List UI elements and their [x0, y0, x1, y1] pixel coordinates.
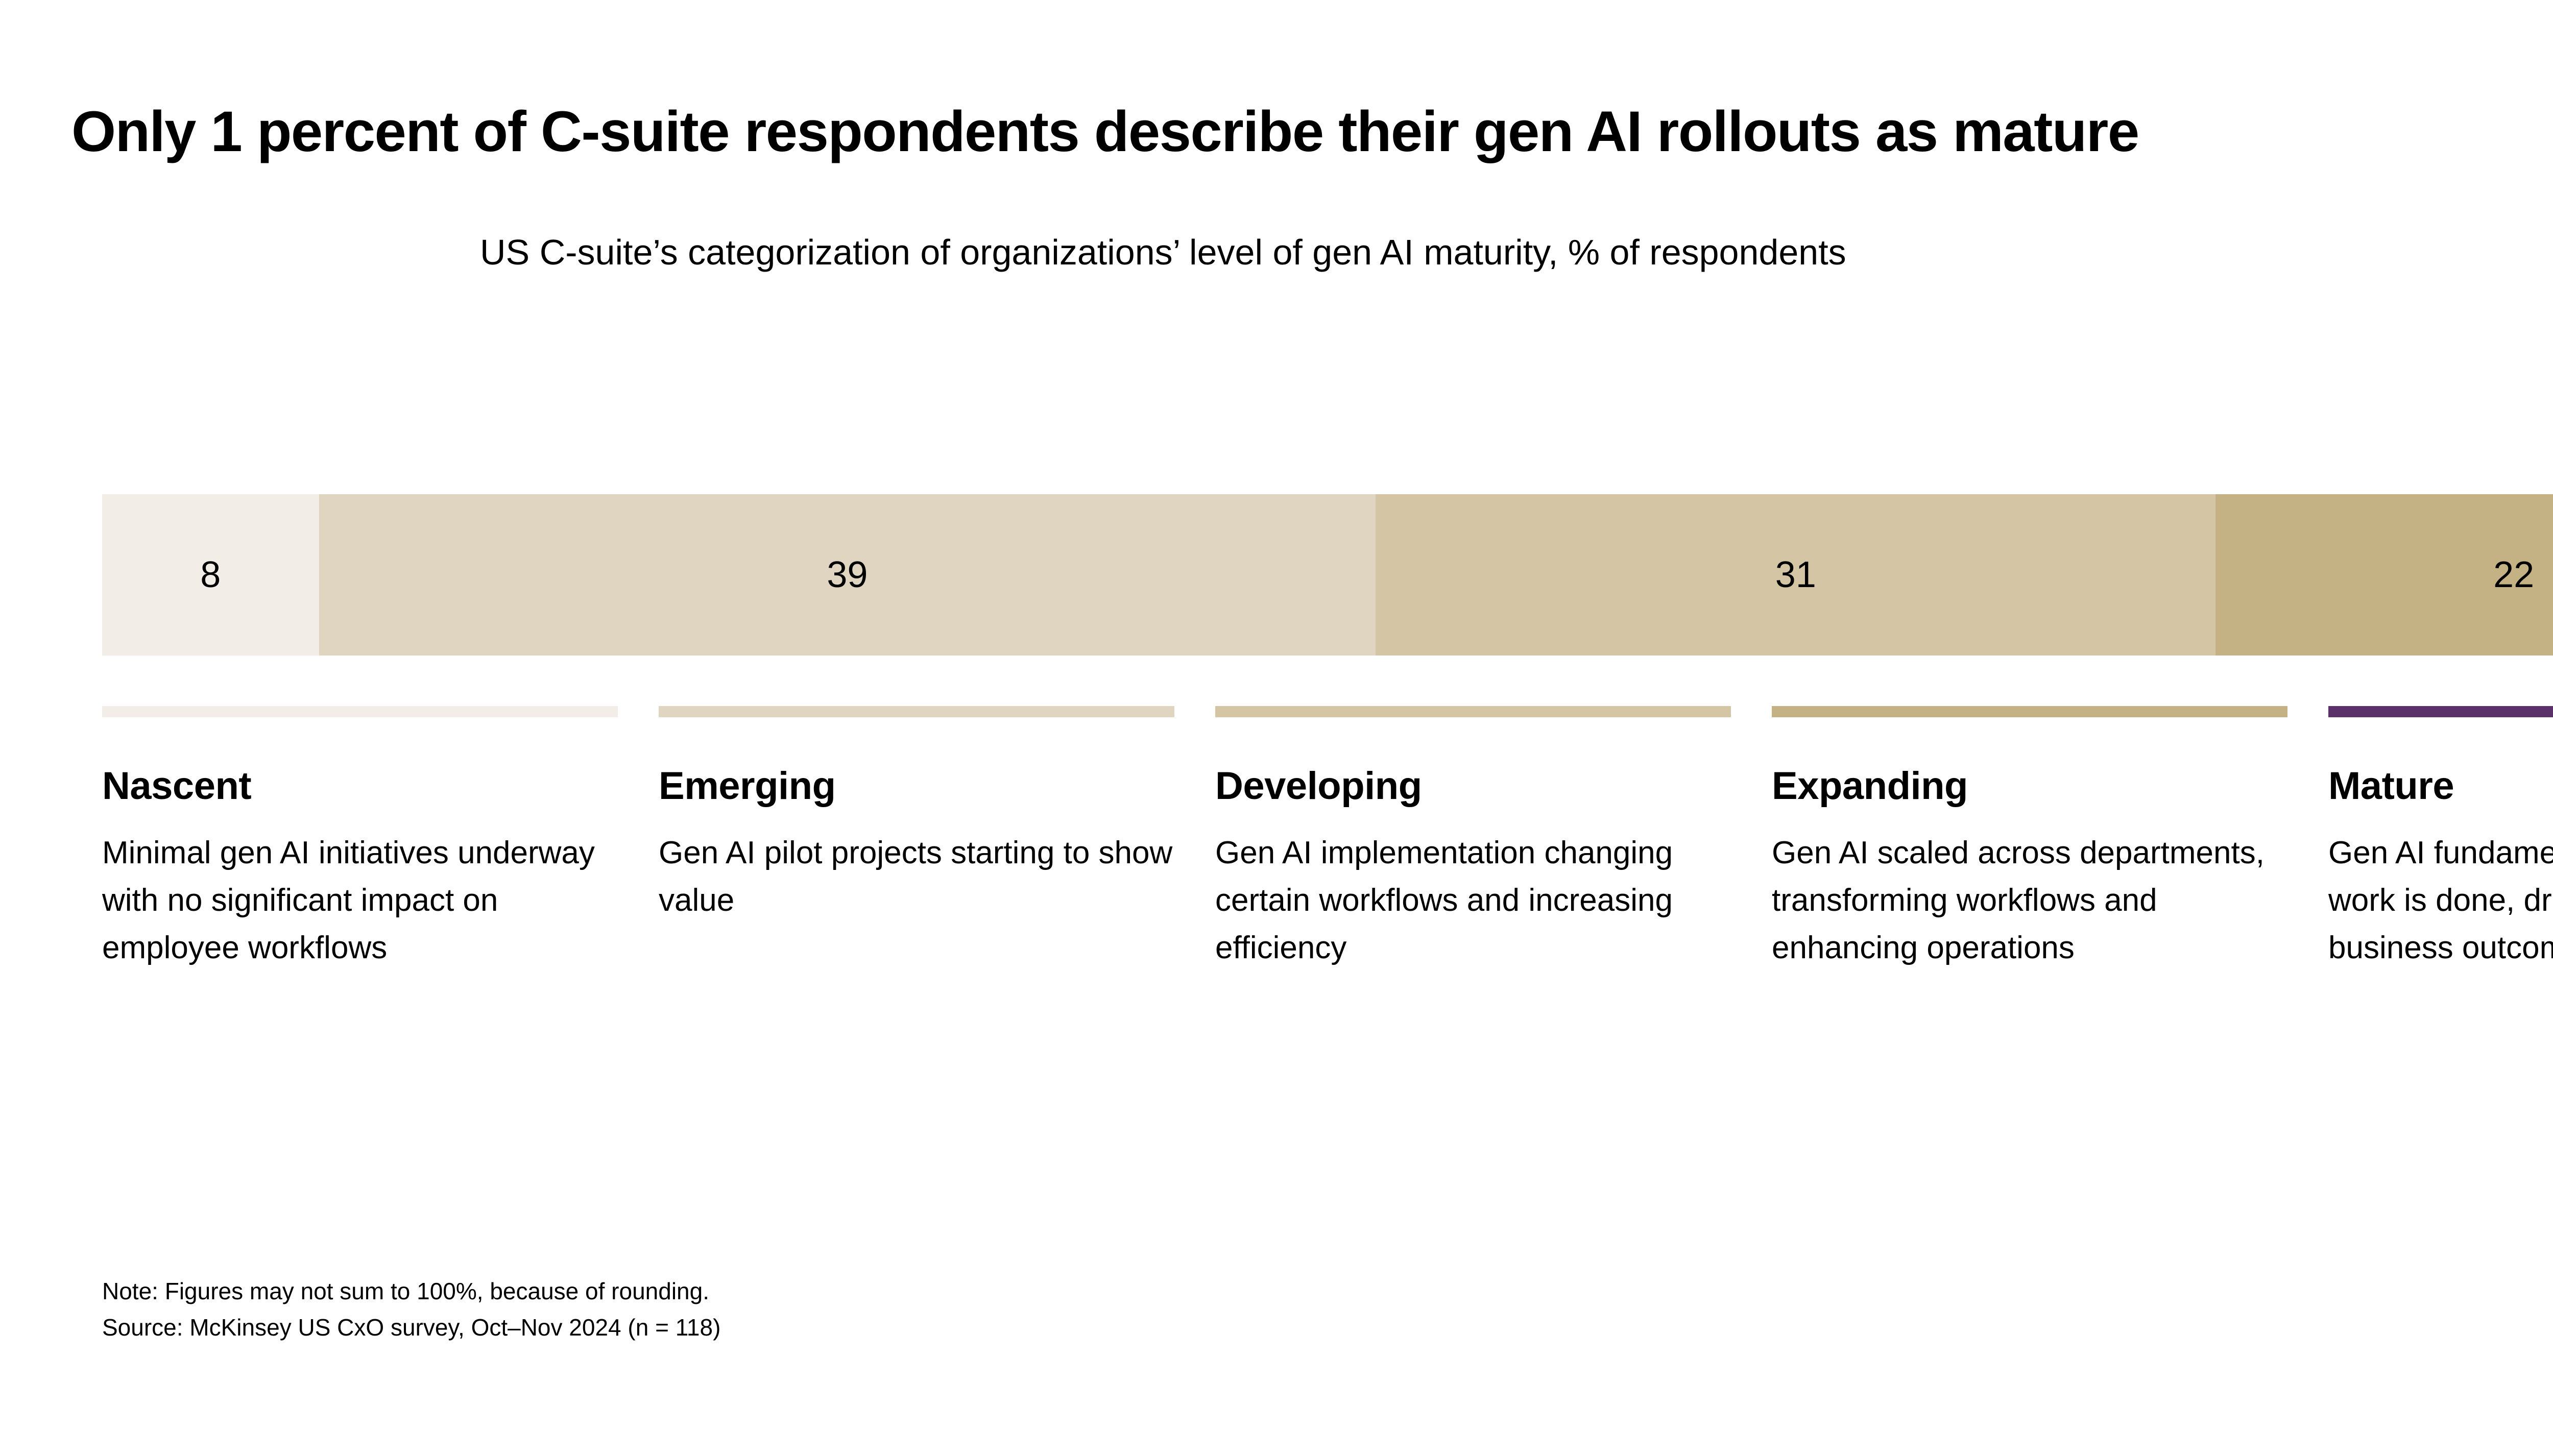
- legend-heading-emerging: Emerging: [659, 764, 836, 808]
- legend-column-mature: Mature Gen AI fundamentally changing how …: [2328, 766, 2553, 972]
- legend-columns: Nascent Minimal gen AI initiatives underw…: [102, 766, 2553, 1174]
- page-subtitle: US C-suite’s categorization of organizat…: [480, 232, 1846, 272]
- source-text: Source: McKinsey US CxO survey, Oct–Nov …: [102, 1314, 721, 1341]
- legend-swatch-expanding: [1772, 706, 2287, 717]
- legend-description-emerging: Gen AI pilot projects starting to show v…: [659, 835, 1173, 918]
- legend-heading-mature: Mature: [2328, 764, 2454, 808]
- bar-segment-developing: 31: [1376, 494, 2216, 656]
- legend-description-nascent: Minimal gen AI initiatives underway with…: [102, 835, 595, 965]
- stacked-bar: 83931221: [102, 494, 2553, 656]
- legend-description-mature: Gen AI fundamentally changing how work i…: [2328, 835, 2553, 965]
- legend-heading-developing: Developing: [1215, 764, 1422, 808]
- legend-column-emerging: Emerging Gen AI pilot projects starting t…: [659, 766, 1174, 924]
- legend-column-developing: Developing Gen AI implementation changing…: [1215, 766, 1731, 972]
- legend-column-expanding: Expanding Gen AI scaled across department…: [1772, 766, 2287, 972]
- legend-column-nascent: Nascent Minimal gen AI initiatives underw…: [102, 766, 618, 972]
- bar-segment-expanding: 22: [2215, 494, 2553, 656]
- page-title: Only 1 percent of C-suite respondents de…: [71, 100, 2139, 163]
- legend-description-expanding: Gen AI scaled across departments, transf…: [1772, 835, 2265, 965]
- legend-heading-nascent: Nascent: [102, 764, 252, 808]
- legend-swatch-developing: [1215, 706, 1731, 717]
- legend-swatch-mature: [2328, 706, 2553, 717]
- bar-segment-value-developing: 31: [1775, 554, 1816, 595]
- legend-swatch-row: [102, 706, 2553, 717]
- legend-swatch-emerging: [659, 706, 1174, 717]
- footnotes: Note: Figures may not sum to 100%, becau…: [102, 1273, 2145, 1346]
- legend-description-developing: Gen AI implementation changing certain w…: [1215, 835, 1673, 965]
- bar-segment-value-expanding: 22: [2493, 554, 2535, 595]
- legend-heading-expanding: Expanding: [1772, 764, 1968, 808]
- bar-segment-emerging: 39: [319, 494, 1376, 656]
- note-text: Note: Figures may not sum to 100%, becau…: [102, 1278, 709, 1304]
- bar-segment-value-emerging: 39: [827, 554, 868, 595]
- bar-segment-value-nascent: 8: [200, 554, 221, 595]
- bar-segment-nascent: 8: [102, 494, 319, 656]
- legend-swatch-nascent: [102, 706, 618, 717]
